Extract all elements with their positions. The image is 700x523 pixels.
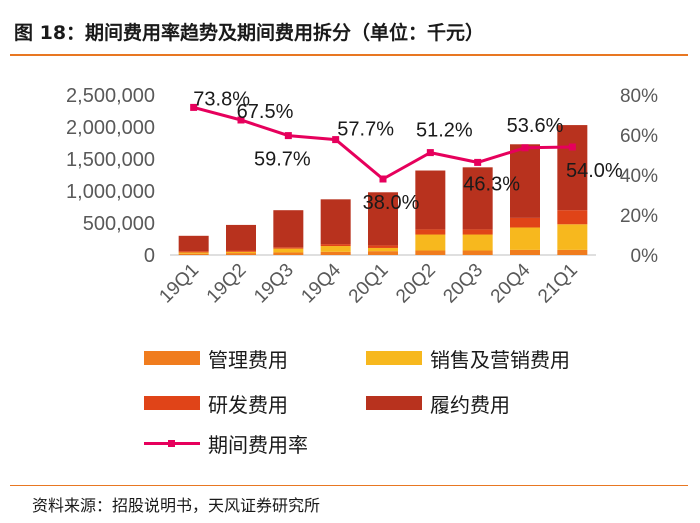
rate-point [332,136,340,144]
rate-point [568,143,576,151]
bar-segment [415,234,446,251]
y-left-tick-label: 1,000,000 [66,181,155,203]
rate-data-label: 57.7% [337,119,394,141]
rate-point [426,149,434,157]
bar-segment [320,244,351,247]
x-tick-label: 19Q2 [203,260,251,308]
y-right-tick-label: 0% [631,246,659,267]
bar-segment [226,250,256,252]
bar-segment [557,210,588,225]
bar-segment [226,251,256,254]
bar-segment [510,217,540,228]
bar-segment [273,247,304,249]
legend-swatch [366,351,422,365]
bar-segment [462,250,493,255]
chart-plot: 0 500,000 1,000,000 1,500,000 2,000,000 2,500… [66,85,659,308]
legend-item: 销售及营销费用 [366,345,570,372]
legend-item: 期间费用率 [144,430,308,457]
chart-title: 图 18：期间费用率趋势及期间费用拆分（单位：千元） [14,22,485,44]
y-left-tick-label: 2,000,000 [66,117,155,139]
bar-segment [320,199,351,245]
y-right-tick-label: 80% [620,86,658,107]
title-divider [10,54,688,56]
rate-data-label: 54.0% [566,160,623,182]
legend-swatch [144,351,200,365]
rate-data-label: 53.6% [507,115,564,137]
bar-segment [273,252,304,255]
legend-label: 履约费用 [430,392,510,417]
y-left-tick-label: 1,500,000 [66,149,155,171]
legend-item: 研发费用 [144,390,288,417]
bar-segment [273,248,304,253]
rate-point [190,103,198,111]
bar-segment [178,252,209,254]
y-left-tick-label: 0 [144,245,155,267]
bar-segment [226,253,256,255]
bar-segment [320,246,351,252]
x-tick-label: 20Q1 [345,260,393,308]
bar-segment [178,251,209,253]
legend-label: 销售及营销费用 [430,347,570,372]
rate-point [379,175,387,183]
legend-swatch [144,436,200,450]
legend-swatch [366,396,422,410]
rate-point [284,132,292,140]
rate-data-label: 73.8% [193,88,250,110]
footer-divider [10,485,688,486]
y-right-tick-label: 60% [620,126,658,147]
x-tick-label: 19Q4 [297,259,345,307]
bar-segment [510,249,540,255]
bar-segment [368,251,398,255]
bar-segment [178,253,209,255]
x-tick-label: 19Q3 [250,260,298,308]
bar-segment [510,144,540,218]
legend-label: 管理费用 [208,347,288,372]
bar-segment [320,251,351,255]
bar-segment [557,224,588,250]
y-right-tick-label: 40% [620,166,658,187]
bar-segment [462,234,493,251]
bar-segment [462,167,493,230]
x-tick-label: 19Q1 [155,260,203,308]
rate-data-label: 59.7% [254,149,311,171]
bar-segment [415,170,446,230]
legend-label: 研发费用 [208,392,288,417]
y-right-tick-label: 20% [620,206,658,227]
bar-segment [368,247,398,252]
x-tick-label: 20Q2 [392,260,440,308]
legend-swatch [144,396,200,410]
bar-segment [462,229,493,235]
bar-segment [557,249,588,255]
bar-segment [510,227,540,250]
legend-item: 管理费用 [144,345,288,372]
legend-label: 期间费用率 [208,432,308,457]
rate-data-label: 67.5% [237,101,294,123]
bar-segment [273,210,304,248]
x-tick-label: 20Q4 [487,259,535,307]
legend-item: 履约费用 [366,390,510,417]
rate-data-label: 38.0% [363,192,420,214]
x-tick-label: 21Q1 [534,260,582,308]
rate-point [237,116,245,124]
bar-segment [178,235,209,252]
bar-segment [368,245,398,248]
bar-segment [557,125,588,211]
bar-segment [226,224,256,251]
rate-point [474,158,482,166]
bar-segment [415,250,446,255]
rate-data-label: 46.3% [463,173,520,195]
source-note: 资料来源：招股说明书，天风证券研究所 [32,496,321,515]
bar-segment [415,229,446,235]
x-tick-label: 20Q3 [439,260,487,308]
rate-data-label: 51.2% [416,120,473,142]
rate-point [521,144,529,152]
y-left-tick-label: 500,000 [83,213,155,235]
y-left-tick-label: 2,500,000 [66,85,155,107]
bar-segment [368,192,398,246]
